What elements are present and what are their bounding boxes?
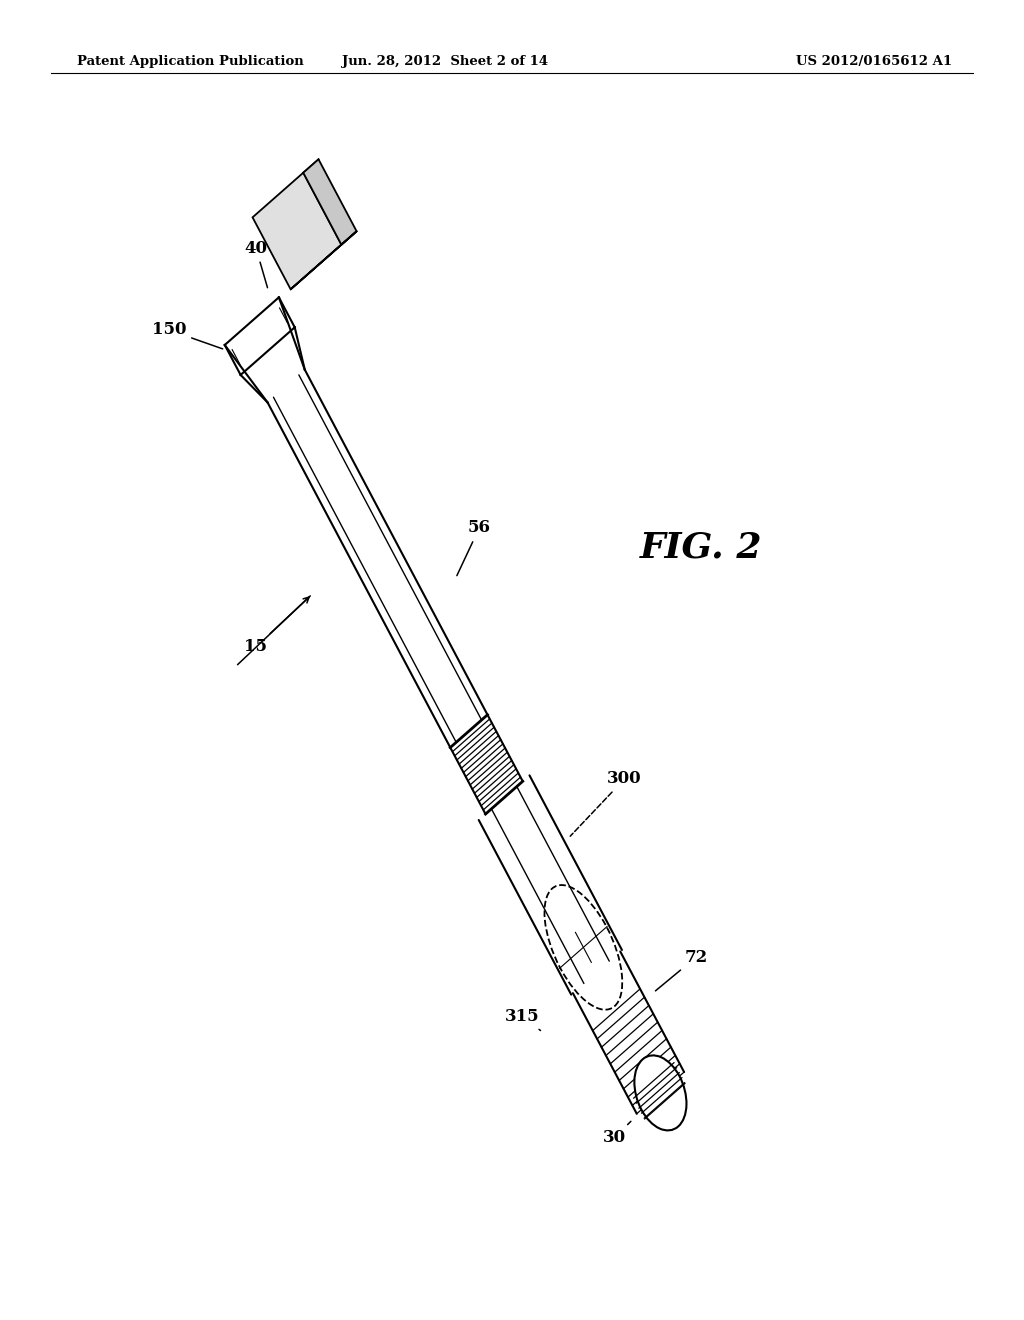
Ellipse shape — [635, 1056, 686, 1130]
Text: 15: 15 — [245, 595, 310, 655]
Text: Jun. 28, 2012  Sheet 2 of 14: Jun. 28, 2012 Sheet 2 of 14 — [342, 55, 549, 69]
Text: FIG. 2: FIG. 2 — [640, 531, 763, 565]
Text: 12: 12 — [294, 197, 316, 238]
Text: 72: 72 — [655, 949, 708, 991]
Text: 150: 150 — [152, 322, 222, 348]
Polygon shape — [303, 160, 356, 244]
Text: 30: 30 — [603, 1121, 631, 1146]
Text: 315: 315 — [505, 1008, 541, 1031]
Text: Patent Application Publication: Patent Application Publication — [77, 55, 303, 69]
Text: 56: 56 — [457, 520, 490, 576]
Polygon shape — [291, 231, 356, 289]
Text: 300: 300 — [570, 771, 642, 836]
Text: US 2012/0165612 A1: US 2012/0165612 A1 — [797, 55, 952, 69]
Text: 40: 40 — [245, 240, 267, 288]
Polygon shape — [253, 173, 341, 289]
